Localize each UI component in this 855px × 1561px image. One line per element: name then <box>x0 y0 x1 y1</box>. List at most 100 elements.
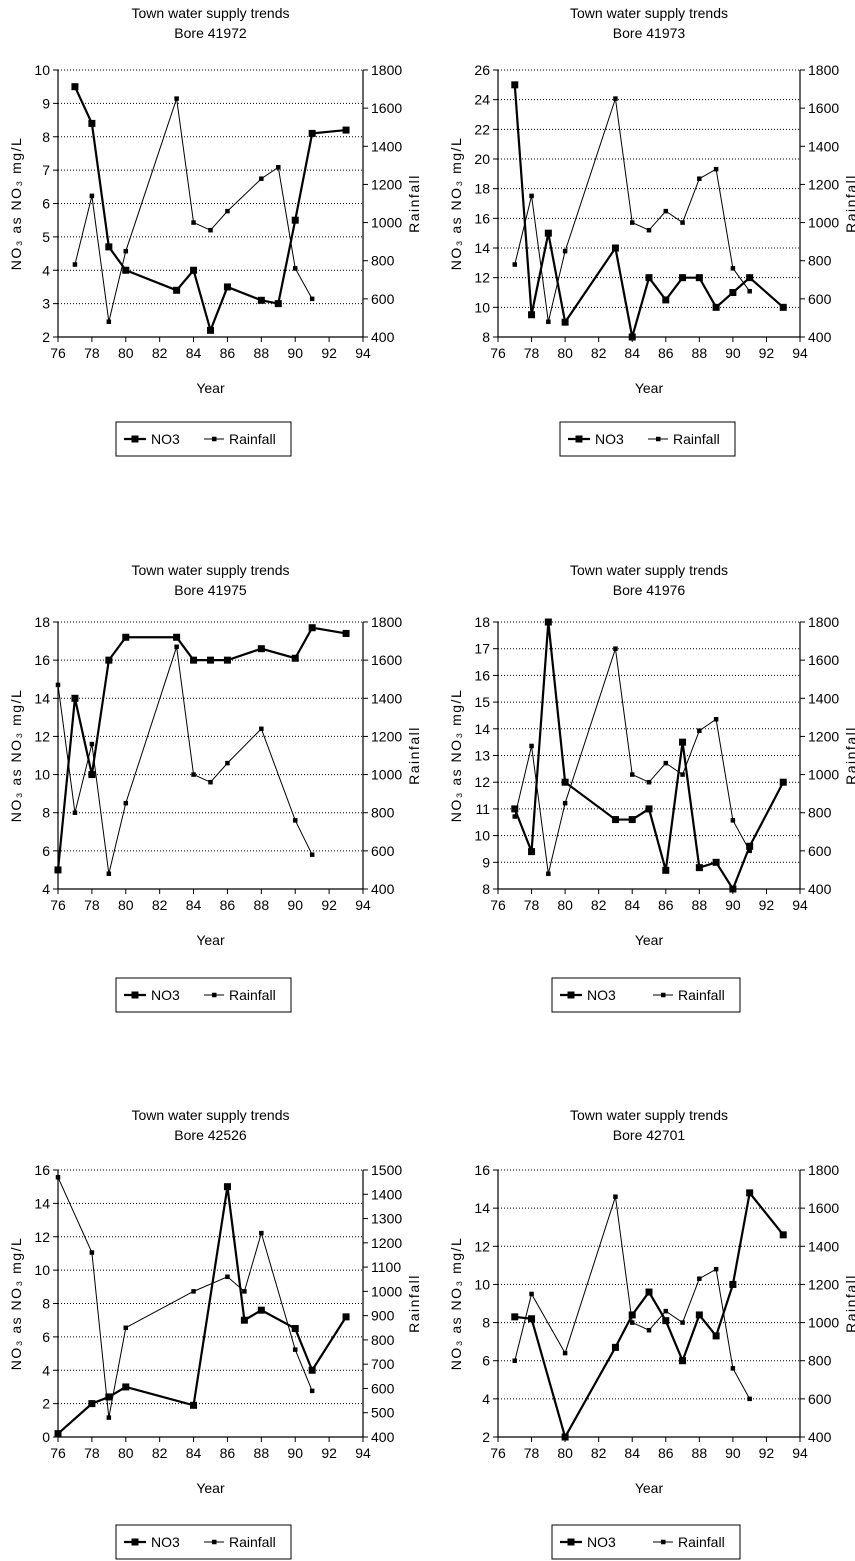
no3-series-line <box>56 626 347 871</box>
x-axis-label: Year <box>635 380 664 396</box>
no3-point <box>173 286 181 294</box>
x-tick-label: 92 <box>321 1445 337 1461</box>
rainfall-point <box>208 227 213 233</box>
x-tick-label: 86 <box>658 1445 674 1461</box>
y-tick-label: 16 <box>34 1162 50 1178</box>
x-tick-label: 92 <box>321 897 337 913</box>
x-tick-label: 82 <box>152 345 168 361</box>
chart-subtitle: Bore 42701 <box>613 1127 686 1143</box>
rainfall-point <box>512 814 518 819</box>
rainfall-point <box>730 818 736 823</box>
rainfall-point <box>697 728 702 733</box>
legend-no3-label: NO3 <box>595 431 624 447</box>
x-tick-label: 94 <box>355 1445 371 1461</box>
no3-point <box>308 624 316 632</box>
y-axis-label: NO₃ as NO₃ mg/L <box>8 689 24 822</box>
x-tick-label: 80 <box>557 1445 573 1461</box>
y-tick-label: 24 <box>474 92 490 108</box>
y2-tick-label: 1600 <box>808 100 839 116</box>
y-tick-label: 12 <box>474 1238 490 1254</box>
no3-point <box>173 633 181 641</box>
rainfall-series-line <box>514 1196 751 1400</box>
rainfall-point <box>225 760 230 766</box>
y-tick-label: 8 <box>482 1315 490 1331</box>
y-tick-label: 16 <box>474 210 490 226</box>
legend-no3-label: NO3 <box>151 1534 180 1550</box>
no3-point <box>561 318 569 326</box>
y-tick-label: 18 <box>34 614 50 630</box>
y-tick-label: 4 <box>42 262 50 278</box>
x-tick-label: 80 <box>118 1445 134 1461</box>
y2-tick-label: 1000 <box>371 1283 402 1299</box>
chart-title: Town water supply trends <box>132 1107 290 1123</box>
rainfall-point <box>309 1388 315 1394</box>
no3-point <box>662 296 670 304</box>
no3-point <box>54 866 62 874</box>
x-tick-label: 90 <box>725 1445 741 1461</box>
rainfall-point <box>123 1325 129 1331</box>
chart-title: Town water supply trends <box>570 1107 728 1123</box>
y-tick-label: 3 <box>42 296 50 312</box>
no3-point <box>528 848 536 856</box>
x-tick-label: 78 <box>84 1445 100 1461</box>
chart-panel: Town water supply trends Bore 41976 8 9 10 11… <box>448 562 855 1013</box>
no3-point <box>561 1433 569 1441</box>
y2-axis-label: Rainfall <box>406 174 422 233</box>
no3-point <box>511 81 519 89</box>
legend-rainfall-marker <box>656 436 661 442</box>
y-tick-label: 13 <box>474 748 490 764</box>
rainfall-point <box>309 296 315 302</box>
rainfall-point <box>730 1366 736 1371</box>
x-tick-label: 76 <box>490 897 506 913</box>
no3-point <box>679 274 687 282</box>
no3-point <box>291 216 299 224</box>
x-tick-label: 78 <box>84 345 100 361</box>
y2-axis-label: Rainfall <box>843 174 855 233</box>
no3-point <box>190 266 198 274</box>
x-tick-label: 82 <box>591 345 607 361</box>
chart-subtitle: Bore 42526 <box>174 1127 247 1143</box>
no3-point <box>223 656 231 664</box>
rainfall-point <box>276 165 281 170</box>
legend: NO3 Rainfall <box>559 421 736 457</box>
y-tick-label: 8 <box>482 329 490 345</box>
no3-point <box>105 1393 113 1401</box>
rainfall-point <box>646 779 652 785</box>
rainfall-point <box>123 800 129 806</box>
legend: NO3 Rainfall <box>115 421 292 457</box>
legend-box <box>115 1524 292 1560</box>
x-tick-label: 76 <box>50 897 66 913</box>
y2-tick-label: 1600 <box>808 652 839 668</box>
legend-no3-label: NO3 <box>151 987 180 1003</box>
x-tick-label: 76 <box>50 1445 66 1461</box>
no3-point <box>71 83 79 91</box>
y2-tick-label: 900 <box>371 1308 395 1324</box>
y2-tick-label: 800 <box>808 1353 832 1369</box>
legend: NO3 Rainfall <box>115 977 292 1013</box>
rainfall-point <box>123 248 129 254</box>
rainfall-point <box>713 166 719 172</box>
y2-tick-label: 1200 <box>371 1235 402 1251</box>
y-tick-label: 9 <box>42 95 50 111</box>
legend-no3-label: NO3 <box>587 987 616 1003</box>
no3-point <box>528 1315 536 1323</box>
x-tick-label: 76 <box>490 1445 506 1461</box>
legend-rainfall-marker <box>661 992 666 998</box>
rainfall-point <box>89 1250 95 1255</box>
x-tick-label: 86 <box>658 345 674 361</box>
chart-panel: Town water supply trends Bore 41972 2 3 4 5 6 7… <box>8 5 422 457</box>
y2-tick-label: 800 <box>808 805 832 821</box>
no3-point <box>729 1280 737 1288</box>
no3-point <box>712 1332 720 1340</box>
rainfall-point <box>613 1194 618 1199</box>
no3-point <box>190 1401 198 1409</box>
legend-rainfall-label: Rainfall <box>673 431 720 447</box>
y-tick-label: 5 <box>42 229 50 245</box>
y-tick-label: 14 <box>474 1200 490 1216</box>
no3-point <box>645 1288 653 1296</box>
y2-tick-label: 1800 <box>808 614 839 630</box>
chart-title: Town water supply trends <box>132 5 290 21</box>
no3-point <box>679 738 687 746</box>
x-tick-label: 78 <box>524 345 540 361</box>
rainfall-series-line <box>514 648 751 874</box>
